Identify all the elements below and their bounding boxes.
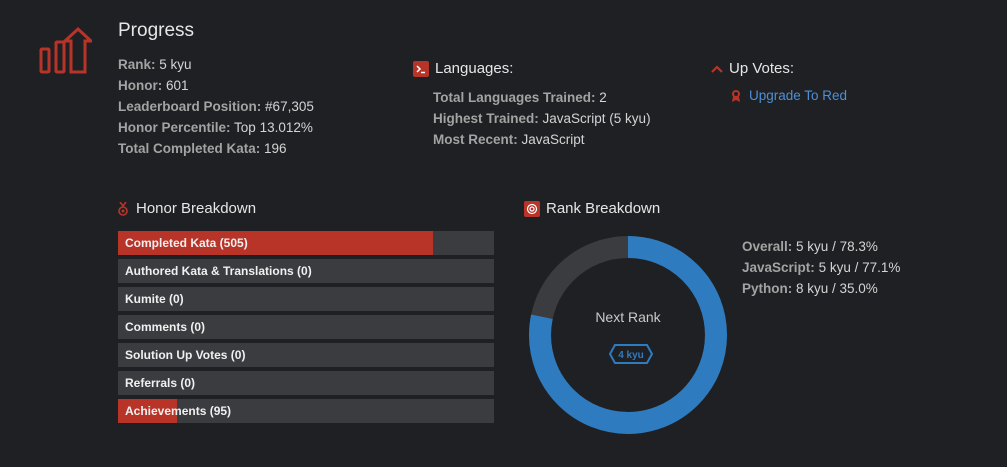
rank-donut-chart: Next Rank 4 kyu [529,236,727,434]
medal-icon [118,201,128,216]
honor-bar: Authored Kata & Translations (0) [118,259,494,283]
honor-bar-label: Kumite (0) [125,292,184,306]
progress-stats: Rank: 5 kyu Honor: 601 Leaderboard Posit… [118,54,314,159]
most-recent-stat: Most Recent: JavaScript [433,132,585,147]
leaderboard-stat: Leaderboard Position: #67,305 [118,99,314,114]
honor-breakdown-heading: Honor Breakdown [118,200,256,217]
honor-bar: Kumite (0) [118,287,494,311]
honor-bar: Completed Kata (505) [118,231,494,255]
languages-heading: Languages: [413,60,513,77]
completed-kata-stat: Total Completed Kata: 196 [118,141,287,156]
ribbon-icon [732,89,740,102]
progress-title: Progress [118,20,195,41]
honor-bars: Completed Kata (505) Authored Kata & Tran… [118,231,494,427]
donut-progress-arc [529,236,727,434]
honor-bar: Referrals (0) [118,371,494,395]
honor-bar-label: Referrals (0) [125,376,196,390]
upgrade-to-red-link[interactable]: Upgrade To Red [731,88,847,103]
honor-bar-fill [118,231,434,255]
honor-bar-fill [118,399,178,423]
highest-trained-stat: Highest Trained: JavaScript (5 kyu) [433,111,651,126]
rank-stat: Rank: 5 kyu [118,57,192,72]
honor-bar: Comments (0) [118,315,494,339]
honor-bar-label: Completed Kata (505) [125,236,248,250]
honor-bar-label: Achievements (95) [125,404,232,418]
chevron-up-icon [711,64,723,73]
progress-chart-icon [39,27,92,74]
next-rank-badge [608,344,654,364]
languages-stats: Total Languages Trained: 2 Highest Train… [433,87,651,150]
rank-stats: Overall: 5 kyu / 78.3% JavaScript: 5 kyu… [742,236,900,299]
honor-bar-label: Comments (0) [125,320,206,334]
terminal-icon [413,60,429,77]
next-rank-label: Next Rank [595,309,661,325]
honor-stat: Honor: 601 [118,78,189,93]
total-languages-stat: Total Languages Trained: 2 [433,90,607,105]
target-icon [524,200,540,217]
python-rank-stat: Python: 8 kyu / 35.0% [742,281,878,296]
javascript-rank-stat: JavaScript: 5 kyu / 77.1% [742,260,901,275]
honor-bar-label: Authored Kata & Translations (0) [125,264,312,278]
honor-bar-label: Solution Up Votes (0) [125,348,246,362]
honor-bar: Solution Up Votes (0) [118,343,494,367]
honor-bar: Achievements (95) [118,399,494,423]
overall-rank-stat: Overall: 5 kyu / 78.3% [742,239,878,254]
honor-percentile-stat: Honor Percentile: Top 13.012% [118,120,313,135]
upvotes-heading: Up Votes: [711,60,794,77]
rank-breakdown-heading: Rank Breakdown [524,200,660,217]
next-rank-value: 4 kyu [618,350,644,361]
